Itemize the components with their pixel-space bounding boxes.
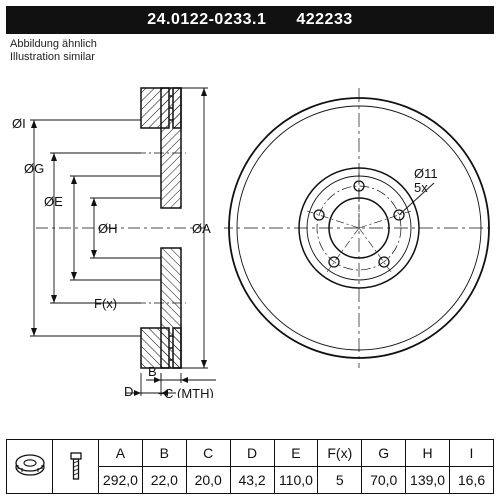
- label-B: B: [148, 364, 157, 379]
- label-diaE: ØE: [44, 194, 63, 209]
- diagram-area: ØI ØG ØE ØH ØA: [6, 58, 494, 406]
- col-I: I: [450, 440, 494, 467]
- bolt-icon: [61, 449, 91, 485]
- col-E: E: [274, 440, 318, 467]
- header-bar: 24.0122-0233.1 422233: [6, 6, 494, 34]
- label-diaG: ØG: [24, 161, 44, 176]
- label-Fx: F(x): [94, 296, 117, 311]
- val-H: 139,0: [406, 467, 450, 494]
- part-number-short: 422233: [296, 11, 352, 29]
- val-A: 292,0: [99, 467, 143, 494]
- label-bolt-count: 5x: [414, 180, 428, 195]
- col-H: H: [406, 440, 450, 467]
- val-G: 70,0: [362, 467, 406, 494]
- val-I: 16,6: [450, 467, 494, 494]
- vented-disc-icon: [12, 449, 48, 485]
- disc-type-icon-cell: [7, 440, 53, 494]
- label-diaH: ØH: [98, 221, 118, 236]
- section-svg: ØI ØG ØE ØH ØA: [6, 58, 216, 398]
- col-Fx: F(x): [318, 440, 362, 467]
- val-Fx: 5: [318, 467, 362, 494]
- front-svg: Ø11 5x: [224, 58, 494, 398]
- note-line-de: Abbildung ähnlich: [10, 38, 97, 51]
- col-D: D: [230, 440, 274, 467]
- table-row: A B C D E F(x) G H I: [7, 440, 494, 467]
- col-C: C: [186, 440, 230, 467]
- part-number-long: 24.0122-0233.1: [147, 11, 266, 29]
- spec-table-wrap: A B C D E F(x) G H I 292,0 22,0 20,0 43,…: [6, 439, 494, 494]
- label-C: C (MTH): [164, 386, 214, 398]
- label-bolt-dia: Ø11: [414, 166, 438, 181]
- val-C: 20,0: [186, 467, 230, 494]
- section-view: ØI ØG ØE ØH ØA: [6, 58, 216, 406]
- col-B: B: [142, 440, 186, 467]
- val-D: 43,2: [230, 467, 274, 494]
- front-view: Ø11 5x: [224, 58, 494, 406]
- spec-table: A B C D E F(x) G H I 292,0 22,0 20,0 43,…: [6, 439, 494, 494]
- val-B: 22,0: [142, 467, 186, 494]
- val-E: 110,0: [274, 467, 318, 494]
- label-D: D: [124, 384, 133, 398]
- label-diaA: ØA: [192, 221, 211, 236]
- label-diaI: ØI: [12, 116, 26, 131]
- col-G: G: [362, 440, 406, 467]
- bolt-icon-cell: [53, 440, 99, 494]
- col-A: A: [99, 440, 143, 467]
